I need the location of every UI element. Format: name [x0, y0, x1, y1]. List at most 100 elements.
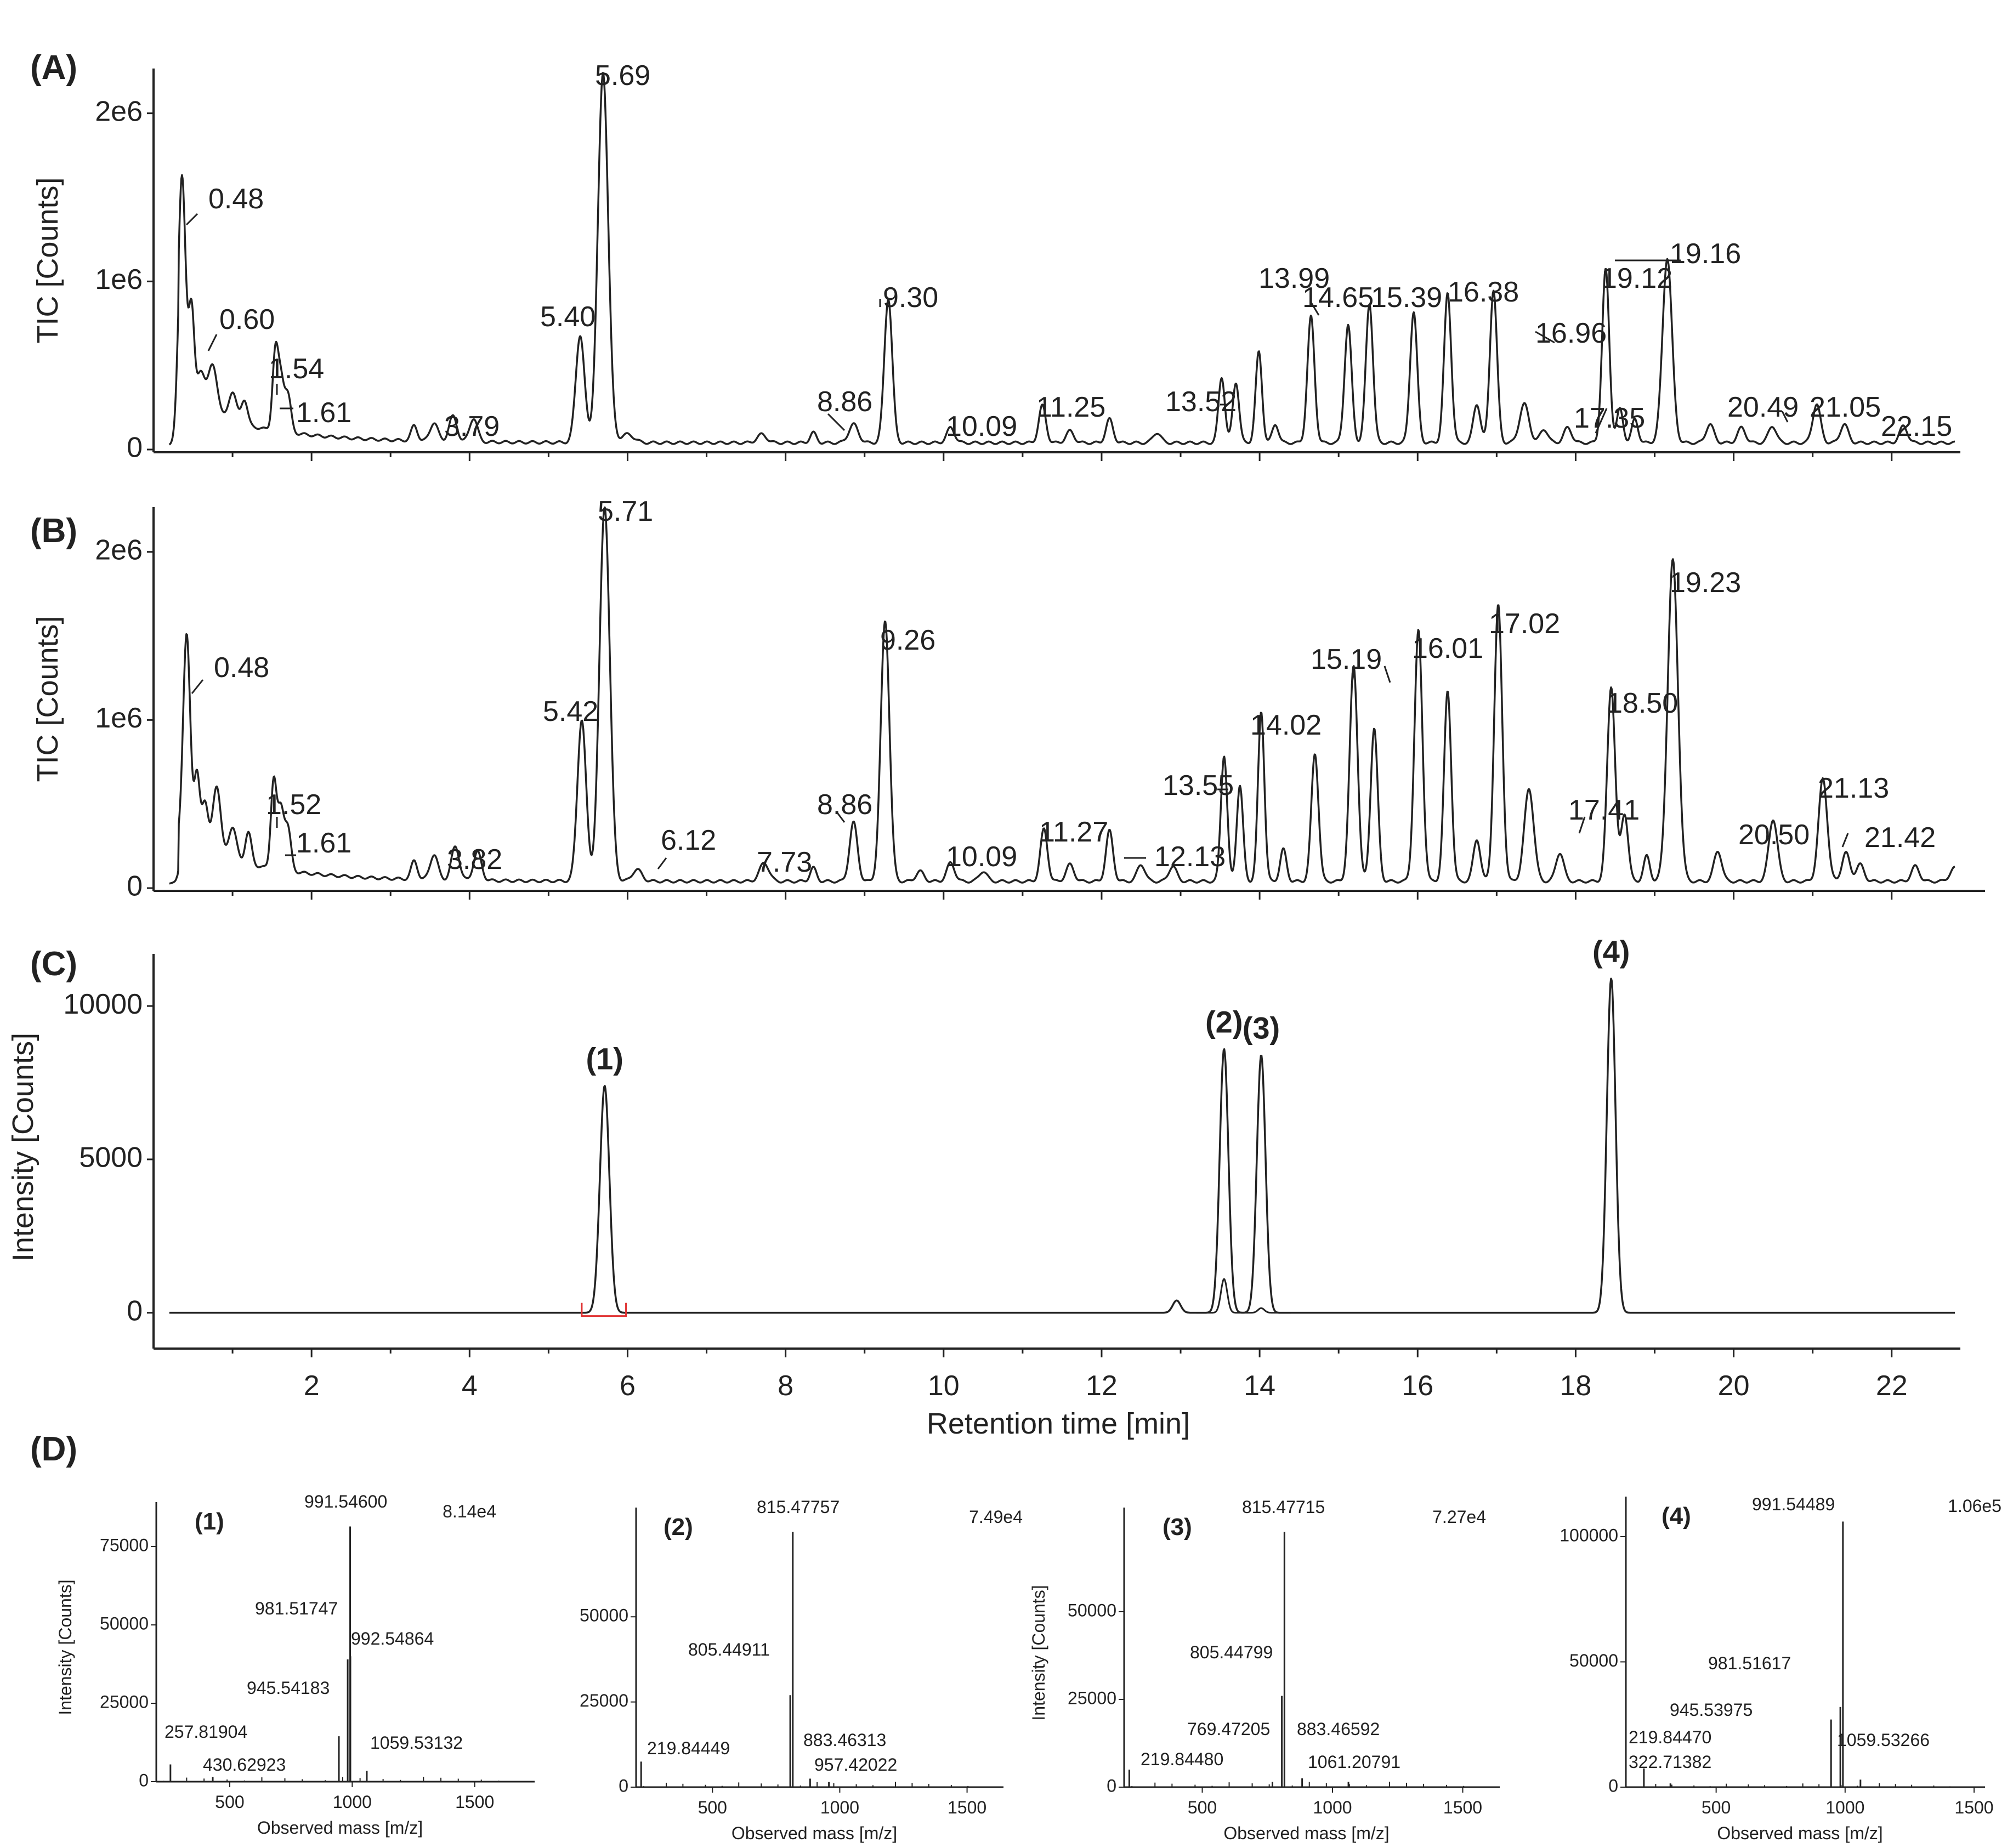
peak-annotation: 0.60 — [219, 304, 275, 336]
ms-peak-label: 1059.53266 — [1837, 1730, 1930, 1750]
chromatogram-trace — [168, 72, 1955, 446]
ms-peak-label: 805.44911 — [688, 1640, 770, 1659]
peak-annotation: 3.79 — [444, 411, 500, 442]
x-tick-label: 20 — [1718, 1370, 1750, 1402]
x-axis-title: Retention time [min] — [927, 1407, 1190, 1440]
peak-annotation: 20.49 — [1727, 391, 1799, 423]
integration-marker — [581, 1303, 627, 1317]
peak-annotation: 12.13 — [1154, 841, 1226, 873]
ms-peak-label: 769.47205 — [1187, 1719, 1270, 1739]
leader-line — [207, 334, 218, 351]
y-axis-title: TIC [Counts] — [31, 177, 64, 343]
leader-line — [835, 811, 846, 823]
x-tick-label: 6 — [620, 1370, 636, 1402]
peak-annotation: 15.39 — [1371, 282, 1442, 314]
ms-x-tick-label: 500 — [215, 1792, 244, 1812]
y-tick-label: 2e6 — [95, 95, 143, 127]
peak-annotation: 19.23 — [1670, 567, 1741, 599]
panel-label: (B) — [30, 512, 77, 550]
y-tick-label: 1e6 — [95, 264, 143, 295]
peak-number-label: (3) — [1243, 1011, 1280, 1045]
ms-peak-label: 805.44799 — [1190, 1642, 1273, 1662]
ms-y-tick-label: 0 — [139, 1770, 149, 1790]
x-tick-label: 18 — [1560, 1370, 1591, 1402]
x-tick-label: 14 — [1244, 1370, 1275, 1402]
ms-peak-label: 945.54183 — [247, 1678, 330, 1698]
leader-line — [1309, 301, 1320, 316]
ms-peak-label: 1059.53132 — [370, 1733, 463, 1753]
peak-annotation: 14.02 — [1250, 709, 1322, 741]
ms-x-axis-title: Observed mass [m/z] — [1717, 1823, 1882, 1843]
leader-line — [1781, 411, 1789, 423]
ms-max-intensity: 8.14e4 — [443, 1502, 496, 1521]
peak-annotation: 13.52 — [1165, 386, 1237, 418]
ms-x-tick-label: 500 — [698, 1798, 727, 1817]
peak-annotation: 11.25 — [1036, 391, 1105, 423]
peak-annotation: 19.16 — [1670, 238, 1741, 270]
peak-annotation: 10.09 — [946, 411, 1017, 442]
ms-x-tick-label: 1500 — [1443, 1798, 1482, 1817]
peak-number-label: (1) — [586, 1042, 623, 1076]
leader-line — [191, 679, 204, 694]
ms-peak-label: 991.54600 — [304, 1492, 387, 1511]
ms-spectrum-3: 0 25000 50000 500 1000 1500 Observed mass [m/z… — [1029, 1497, 1500, 1843]
peak-annotation: 5.69 — [595, 60, 650, 92]
y-tick-label: 1e6 — [95, 702, 143, 734]
leader-line — [827, 413, 846, 431]
peak-annotation: 21.13 — [1818, 772, 1889, 804]
ms-x-axis-title: Observed mass [m/z] — [1223, 1823, 1389, 1843]
ms-y-tick-label: 25000 — [580, 1691, 628, 1710]
ms-x-tick-label: 500 — [1188, 1798, 1217, 1817]
peak-annotation: 0.48 — [214, 652, 269, 684]
ms-y-tick-label: 25000 — [100, 1692, 149, 1711]
ms-x-tick-label: 1500 — [455, 1792, 494, 1812]
peak-annotation: 1.54 — [269, 353, 324, 385]
peak-annotation: 6.12 — [661, 825, 716, 856]
peak-annotation: 9.30 — [883, 282, 938, 314]
ms-peak-label: 957.42022 — [814, 1755, 897, 1775]
peak-annotation: 3.82 — [447, 844, 502, 875]
leader-line — [185, 213, 199, 226]
ms-x-tick-label: 500 — [1702, 1798, 1731, 1817]
ms-y-tick-label: 50000 — [1569, 1651, 1618, 1670]
ms-max-intensity: 7.49e4 — [969, 1507, 1023, 1527]
peak-annotation: 21.05 — [1810, 391, 1881, 423]
ms-spectrum-1: 0 25000 50000 75000 500 1000 1500 Observed mass… — [55, 1492, 535, 1838]
peak-annotation: 10.09 — [946, 841, 1017, 873]
annotation-leaders — [185, 213, 1849, 869]
peak-annotation: 5.71 — [598, 496, 653, 527]
y-tick-label: 0 — [127, 871, 143, 902]
peak-annotation: 8.86 — [817, 789, 872, 821]
ms-peak-label: 322.71382 — [1629, 1752, 1711, 1772]
ms-spectrum-4: 0 50000 100000 500 1000 1500 Observed mass [m/… — [1560, 1494, 2001, 1843]
peak-annotation: 17.41 — [1568, 794, 1640, 826]
peak-annotation: 17.35 — [1574, 402, 1645, 434]
y-tick-label: 0 — [127, 1295, 143, 1327]
chromatogram-trace — [169, 977, 1955, 1314]
peak-annotation: 16.01 — [1412, 633, 1483, 664]
ms-y-tick-label: 0 — [1608, 1776, 1618, 1795]
ms-y-tick-label: 100000 — [1560, 1525, 1618, 1545]
ms-peak-label: 219.84480 — [1141, 1749, 1223, 1769]
ms-peak-label: 815.47715 — [1242, 1497, 1325, 1517]
panel-label: (A) — [30, 49, 77, 87]
peak-annotation: 20.50 — [1738, 819, 1810, 851]
ms-peak-label: 815.47757 — [757, 1497, 840, 1517]
peak-annotation: 7.73 — [757, 846, 812, 878]
y-tick-label: 5000 — [79, 1142, 143, 1174]
peak-annotation: 16.96 — [1535, 317, 1607, 349]
ms-y-axis-title: Intensity [Counts] — [1029, 1585, 1048, 1720]
peak-annotation: 5.40 — [540, 301, 596, 333]
ms-y-tick-label: 50000 — [580, 1606, 628, 1625]
ms-spectrum-number: (4) — [1662, 1503, 1691, 1529]
x-tick-label: 10 — [928, 1370, 960, 1402]
ms-x-tick-label: 1500 — [1954, 1798, 1993, 1817]
peak-annotation: 17.02 — [1489, 608, 1560, 640]
figure-content: (A) 0 1e6 2e6 TIC [Counts] 0.48 0.60 1.54 1.61 3.… — [7, 49, 2001, 1843]
ms-y-tick-label: 50000 — [1068, 1600, 1116, 1620]
ms-peak-label: 1061.20791 — [1308, 1752, 1400, 1772]
secondary-trace — [1196, 1278, 1291, 1314]
leader-line — [1535, 331, 1555, 344]
